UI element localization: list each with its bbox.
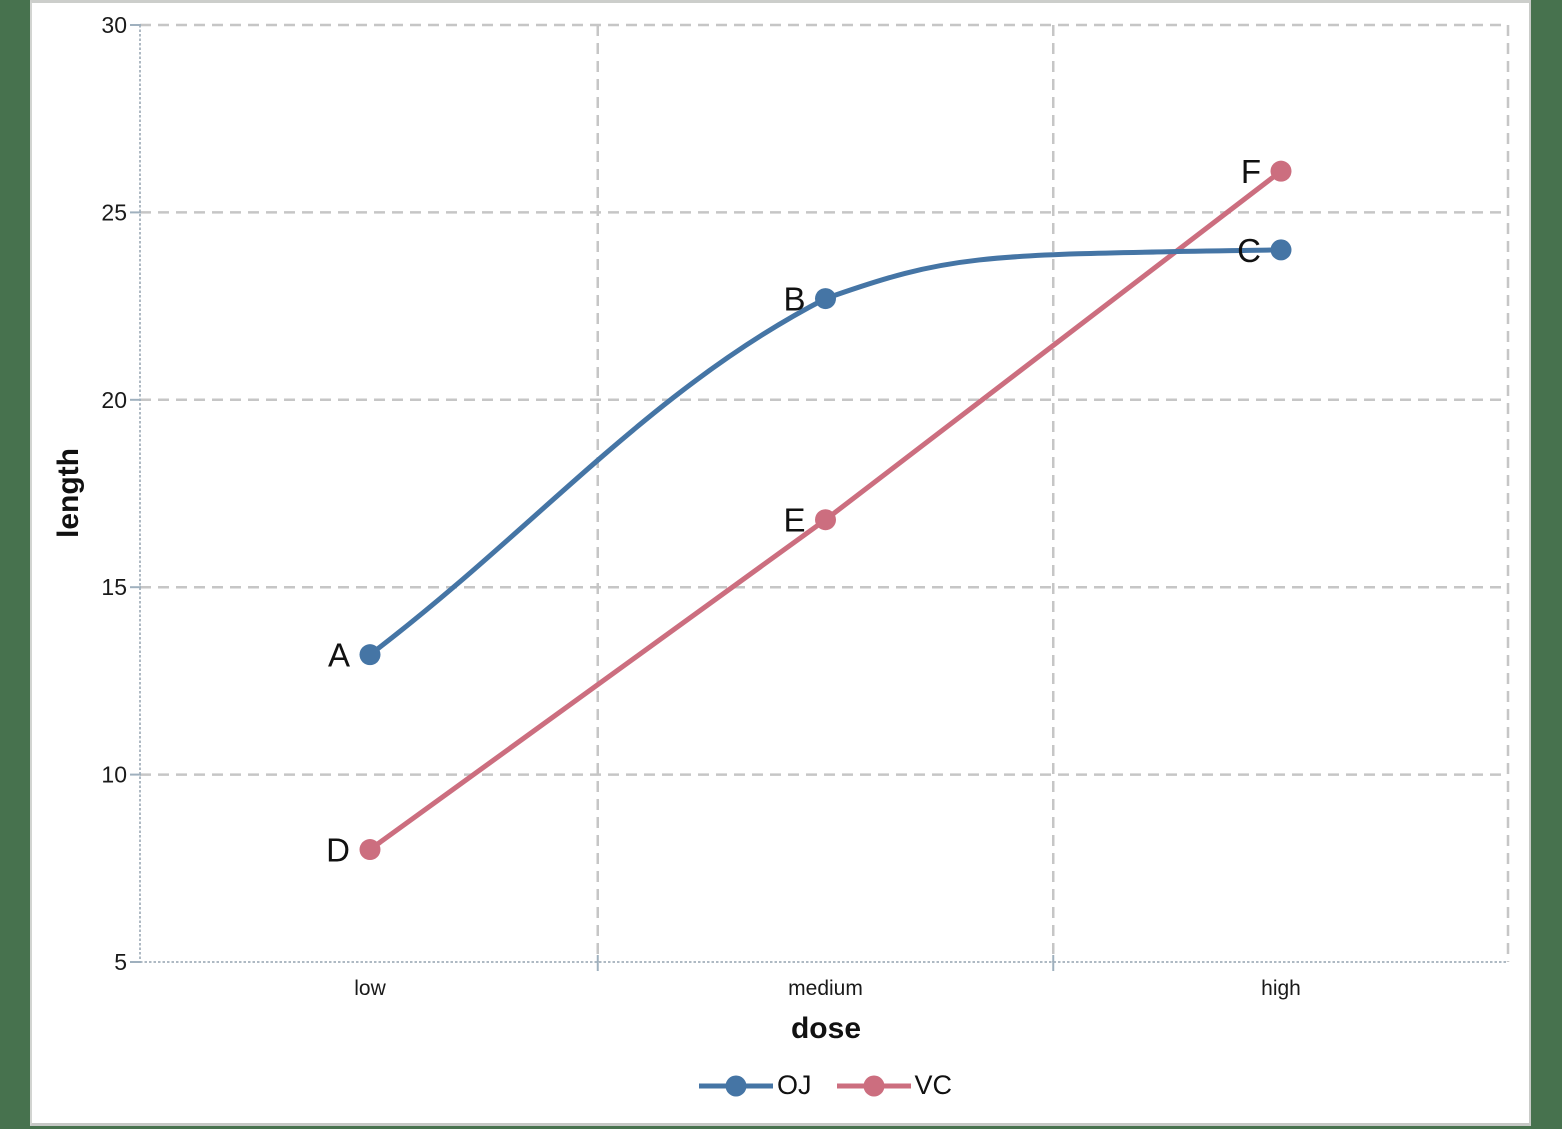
point-labels: D E F A B C [326,153,1261,868]
vc-legend-dot [863,1075,884,1096]
y-tick-label-30: 30 [101,12,127,38]
x-axis-title: dose [791,1012,861,1045]
data-point-B [815,288,836,310]
oj-line [367,247,1284,658]
y-axis-title: length [52,448,85,538]
legend-label-vc: VC [914,1070,953,1100]
data-point-C [1270,239,1292,261]
y-tick-label-20: 20 [101,387,127,413]
x-tick-label-high: high [1261,977,1301,1000]
y-tick-label-10: 10 [101,762,127,788]
point-label-A: A [328,637,350,674]
data-points [359,160,1292,861]
point-label-B: B [783,281,805,318]
data-point-A [359,644,381,666]
point-label-D: D [326,832,350,869]
gridlines [140,23,1510,962]
x-tick-label-low: low [354,977,386,1000]
oj-legend-dot [725,1075,747,1096]
point-label-F: F [1241,153,1261,190]
point-label-C: C [1237,232,1261,269]
y-tick-label-25: 25 [101,199,127,225]
data-point-D [359,839,381,861]
legend-item-vc: VC [834,1070,953,1101]
data-point-F [1270,160,1292,182]
page-background [30,0,1531,1126]
point-label-E: E [783,502,805,539]
legend: OJ VC [140,1070,1508,1101]
oj-legend-marker-icon [698,1075,773,1096]
tick-labels: 30 25 20 15 10 5 low medium high [101,12,1300,1000]
axes [130,24,1508,971]
legend-label-oj: OJ [776,1070,812,1100]
vc-legend-marker-icon [836,1075,911,1096]
x-tick-label-medium: medium [788,977,863,1000]
data-point-E [815,509,836,531]
y-tick-label-15: 15 [101,574,127,600]
legend-item-oj: OJ [696,1070,812,1101]
y-tick-label-5: 5 [114,949,127,975]
